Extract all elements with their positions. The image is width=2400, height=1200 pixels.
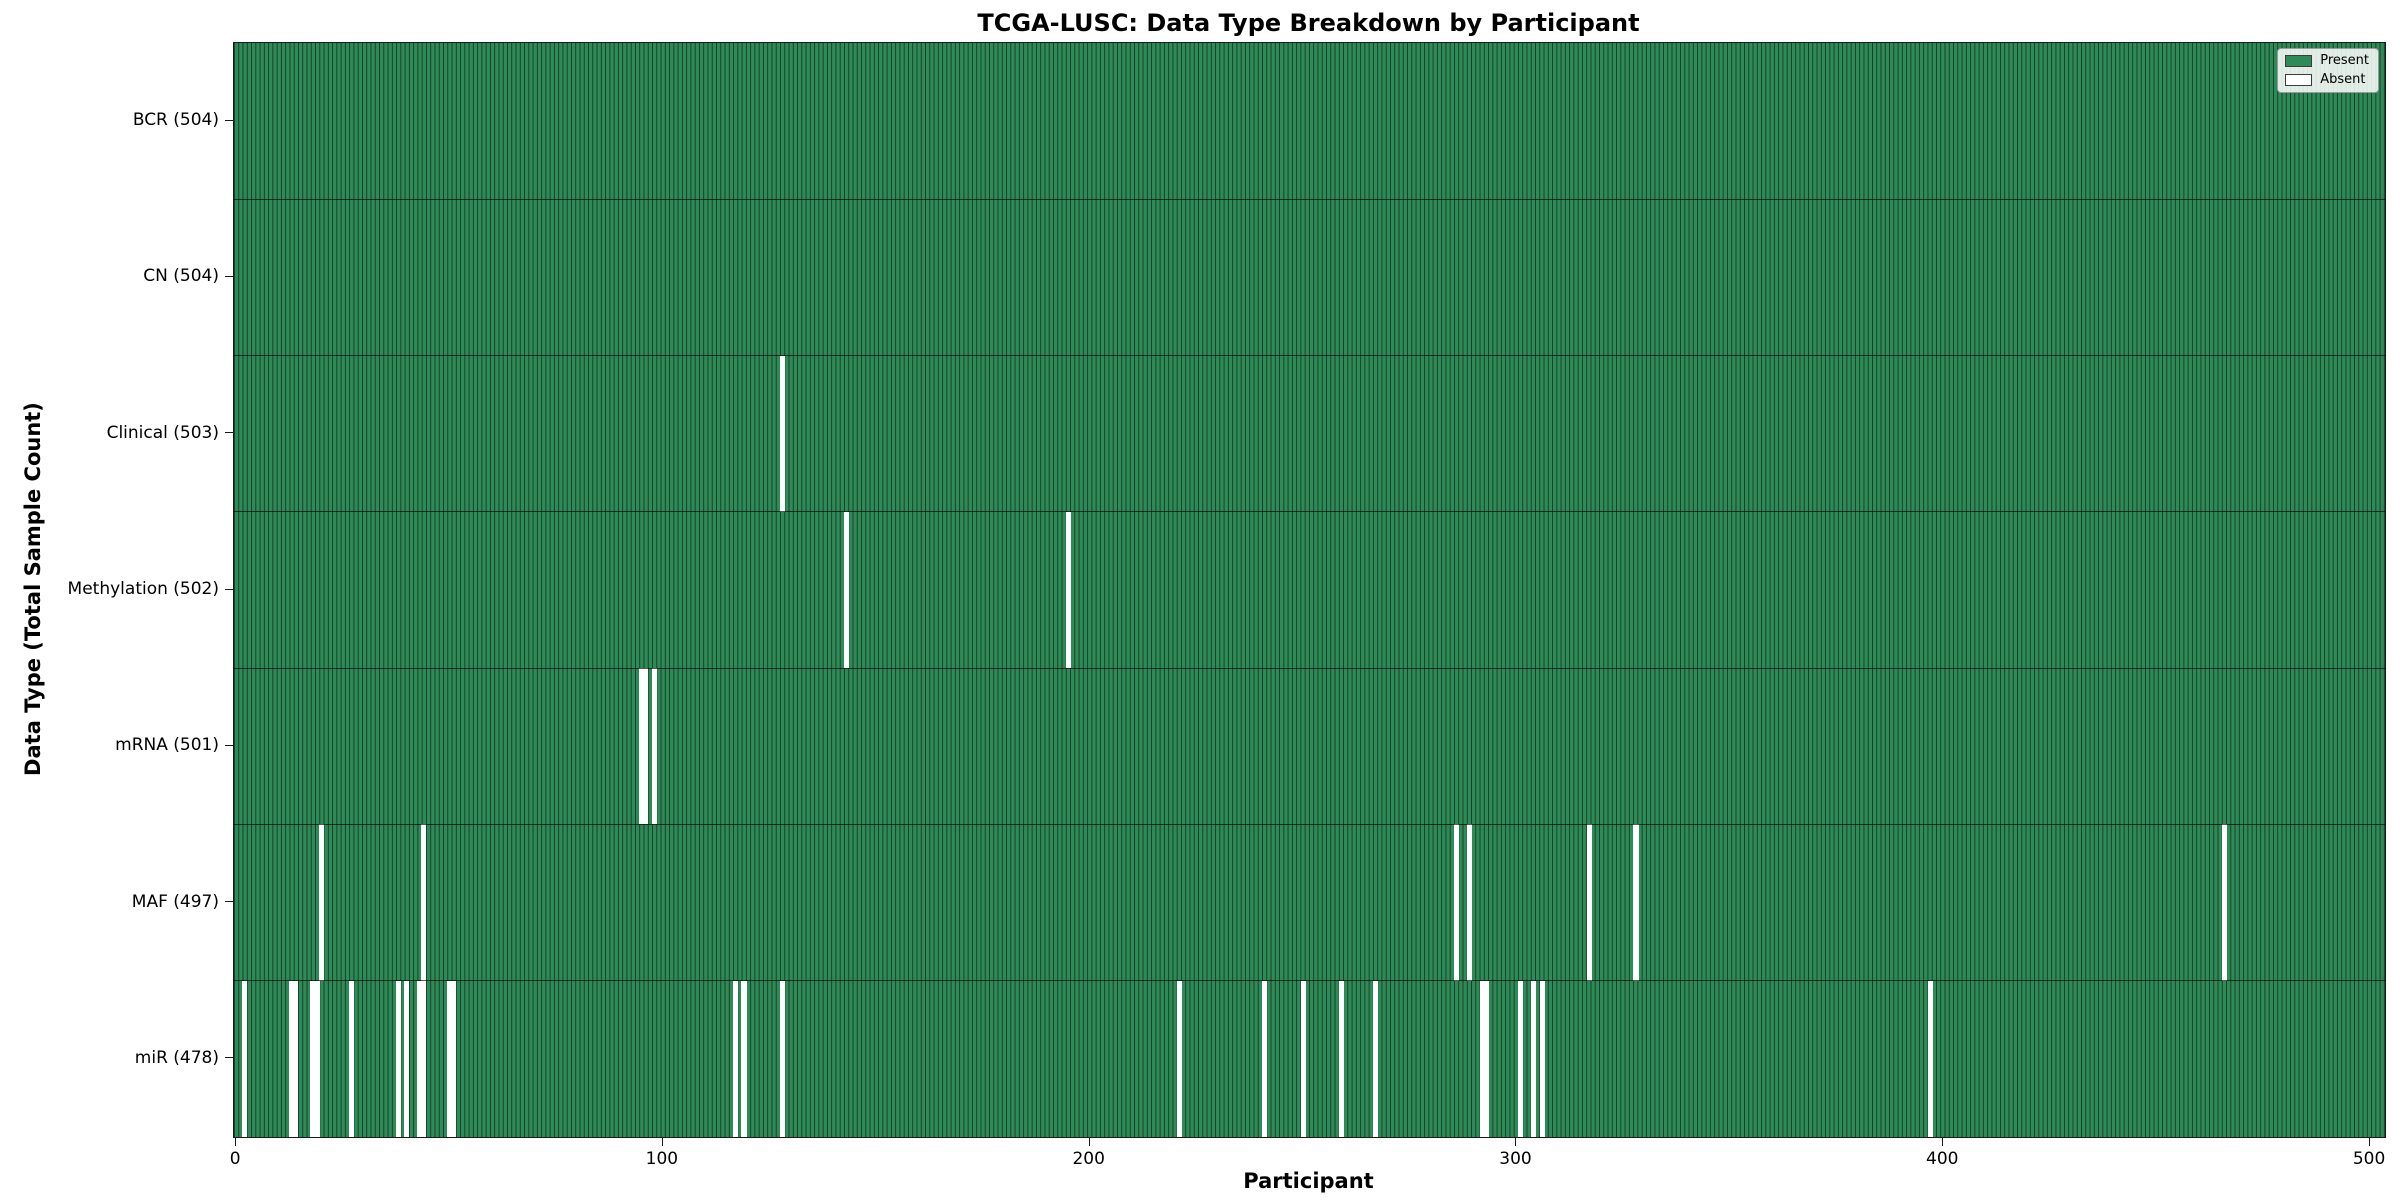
y-tick-label-clinical: Clinical (503): [106, 422, 219, 443]
absent-gap-mir-306: [1539, 980, 1545, 1137]
x-tick-label-400: 400: [1926, 1149, 1959, 1169]
absent-gap-mir-40: [404, 980, 410, 1137]
absent-gap-mrna-98: [651, 668, 657, 825]
y-tick-mark: [225, 901, 233, 903]
row-divider: [234, 511, 2385, 513]
present-bars-texture: [234, 43, 2385, 1137]
absent-gap-mir-259: [1338, 980, 1345, 1137]
absent-gap-mir-50: [446, 980, 453, 1137]
plot-area: Present Absent: [233, 42, 2386, 1138]
absent-gap-mir-267: [1373, 980, 1379, 1137]
y-tick-mark: [225, 119, 233, 121]
absent-gap-mir-13: [289, 980, 295, 1137]
x-axis-label: Participant: [1243, 1169, 1374, 1193]
y-tick-mark: [225, 432, 233, 434]
absent-gap-mir-18: [310, 980, 316, 1137]
x-tick-mark: [1942, 1138, 1944, 1146]
absent-gap-mir-301: [1518, 980, 1524, 1137]
y-tick-label-mir: miR (478): [134, 1047, 219, 1068]
legend-swatch-absent: [2285, 74, 2313, 86]
absent-gap-clinical-128: [779, 355, 785, 512]
absent-gap-methylation-143: [843, 511, 849, 669]
legend-label-absent: Absent: [2320, 72, 2366, 87]
absent-gap-mir-304: [1531, 980, 1537, 1137]
row-divider: [234, 980, 2385, 982]
x-tick-mark: [235, 1138, 237, 1146]
x-tick-mark: [1088, 1138, 1090, 1146]
y-tick-label-methylation: Methylation (502): [67, 579, 219, 599]
legend-label-present: Present: [2320, 53, 2369, 68]
y-tick-label-bcr: BCR (504): [132, 110, 219, 131]
absent-gap-mir-293: [1484, 980, 1490, 1137]
x-tick-mark: [2369, 1138, 2371, 1146]
absent-gap-mrna-95: [639, 668, 645, 825]
absent-gap-mir-2: [242, 980, 248, 1137]
absent-gap-maf-289: [1467, 824, 1473, 981]
absent-gap-maf-20: [318, 824, 325, 981]
legend-item-absent: Absent: [2285, 73, 2369, 87]
y-tick-label-maf: MAF (497): [131, 891, 219, 912]
absent-gap-maf-466: [2222, 824, 2228, 981]
y-tick-mark: [225, 275, 233, 277]
y-tick-mark: [225, 744, 233, 746]
absent-gap-methylation-195: [1065, 511, 1071, 669]
absent-gap-maf-286: [1454, 824, 1460, 981]
y-tick-label-mrna: mRNA (501): [115, 735, 219, 756]
x-tick-mark: [1515, 1138, 1517, 1146]
x-tick-mark: [661, 1138, 663, 1146]
absent-gap-mir-51: [451, 980, 457, 1137]
x-tick-label-300: 300: [1499, 1149, 1532, 1169]
absent-gap-mir-250: [1300, 980, 1306, 1137]
legend-item-present: Present: [2285, 54, 2369, 68]
row-divider: [234, 667, 2385, 669]
absent-gap-mir-119: [741, 980, 747, 1137]
row-divider: [234, 198, 2385, 200]
absent-gap-mir-27: [348, 980, 354, 1137]
absent-gap-maf-317: [1586, 824, 1592, 981]
absent-gap-mir-38: [395, 980, 401, 1137]
absent-gap-maf-44: [421, 824, 427, 981]
absent-gap-mrna-96: [643, 668, 649, 825]
absent-gap-mir-117: [732, 980, 738, 1137]
x-tick-label-100: 100: [645, 1149, 679, 1169]
y-tick-mark: [225, 1057, 233, 1059]
absent-gap-mir-221: [1176, 980, 1182, 1137]
absent-gap-mir-397: [1927, 980, 1933, 1137]
absent-gap-mir-14: [293, 980, 299, 1137]
absent-gap-mir-43: [417, 980, 423, 1137]
row-divider: [234, 823, 2385, 825]
row-divider: [234, 355, 2385, 357]
absent-gap-maf-328: [1633, 824, 1639, 981]
absent-gap-mir-292: [1479, 980, 1485, 1137]
absent-gap-mir-44: [421, 980, 427, 1137]
x-tick-label-0: 0: [229, 1149, 241, 1169]
legend-swatch-present: [2285, 55, 2313, 67]
x-tick-label-500: 500: [2352, 1149, 2386, 1169]
y-tick-label-cn: CN (504): [143, 266, 219, 287]
absent-gap-mir-19: [314, 980, 320, 1137]
chart-title: TCGA-LUSC: Data Type Breakdown by Partic…: [977, 9, 1640, 37]
legend: Present Absent: [2277, 48, 2379, 93]
absent-gap-mir-128: [779, 980, 785, 1137]
absent-gap-mir-241: [1262, 980, 1268, 1137]
y-tick-mark: [225, 588, 233, 590]
x-tick-label-200: 200: [1072, 1149, 1105, 1169]
